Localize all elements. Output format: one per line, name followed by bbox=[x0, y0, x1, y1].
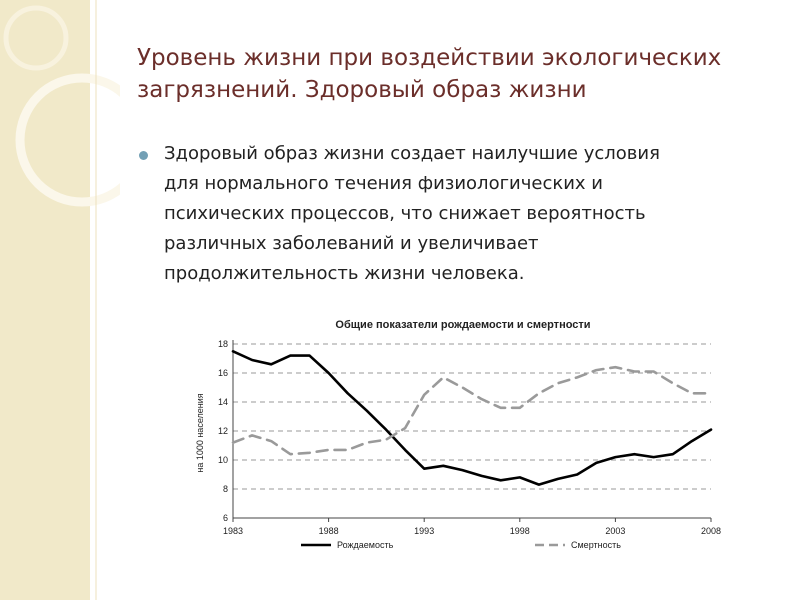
y-tick-label: 18 bbox=[218, 339, 228, 349]
bullet-text: Здоровый образ жизни создает наилучшие у… bbox=[164, 139, 784, 289]
bullet-dot bbox=[139, 151, 148, 160]
y-tick-label: 14 bbox=[218, 397, 228, 407]
bullet-text-line: Здоровый образ жизни создает наилучшие у… bbox=[164, 143, 660, 164]
chart-y-axis-label: на 1000 населения bbox=[195, 393, 205, 472]
decorative-ring-large bbox=[15, 73, 120, 207]
x-tick-label: 1993 bbox=[414, 526, 434, 536]
decorative-side-band bbox=[0, 0, 90, 600]
slide-title-line: загрязнений. Здоровый образ жизни bbox=[137, 77, 587, 103]
birth-death-chart: Общие показатели рождаемости и смертност… bbox=[189, 308, 729, 560]
bullet-text-line: психических процессов, что снижает вероя… bbox=[164, 203, 646, 224]
x-tick-label: 1983 bbox=[223, 526, 243, 536]
legend-label-births: Рождаемость bbox=[337, 540, 394, 550]
slide-title-line: Уровень жизни при воздействии экологичес… bbox=[137, 45, 722, 71]
bullet-text-line: для нормального течения физиологических … bbox=[164, 173, 603, 194]
slide-title: Уровень жизни при воздействии экологичес… bbox=[137, 42, 777, 106]
y-tick-label: 12 bbox=[218, 426, 228, 436]
chart-series bbox=[231, 349, 713, 486]
y-tick-label: 8 bbox=[223, 484, 228, 494]
decorative-rings bbox=[3, 0, 120, 600]
x-tick-label: 2008 bbox=[701, 526, 721, 536]
chart-axes: 6 8 10 12 14 16 18 1983 1988 1993 1998 2003 2008 bbox=[218, 339, 721, 536]
series-line-births bbox=[231, 349, 713, 486]
bullet-text-line: продолжительность жизни человека. bbox=[164, 263, 525, 284]
bullet-text-line: различных заболеваний и увеличивает bbox=[164, 233, 539, 254]
x-tick-label: 1988 bbox=[319, 526, 339, 536]
x-tick-label: 1998 bbox=[510, 526, 530, 536]
chart-grid bbox=[233, 343, 711, 490]
legend-label-deaths: Смертность bbox=[571, 540, 621, 550]
chart-legend: Рождаемость Смертность bbox=[301, 540, 621, 550]
y-tick-label: 16 bbox=[218, 368, 228, 378]
chart-title: Общие показатели рождаемости и смертност… bbox=[335, 319, 590, 331]
y-tick-label: 10 bbox=[218, 455, 228, 465]
y-tick-label: 6 bbox=[223, 513, 228, 523]
decorative-ring-small bbox=[3, 5, 69, 71]
series-line-deaths bbox=[231, 365, 713, 456]
chart-svg: Общие показатели рождаемости и смертност… bbox=[195, 319, 721, 550]
x-tick-label: 2003 bbox=[605, 526, 625, 536]
